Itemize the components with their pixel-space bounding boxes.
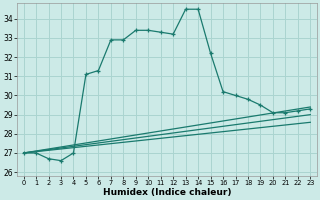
X-axis label: Humidex (Indice chaleur): Humidex (Indice chaleur) bbox=[103, 188, 231, 197]
